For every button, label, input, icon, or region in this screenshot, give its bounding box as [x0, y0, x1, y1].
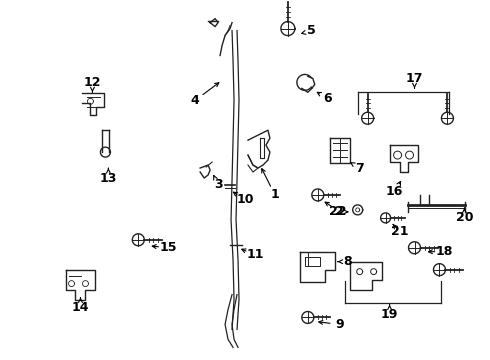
Text: 20: 20 [456, 211, 473, 224]
Text: 4: 4 [191, 94, 199, 107]
Text: 13: 13 [99, 171, 117, 185]
Text: 1: 1 [270, 188, 279, 202]
Text: 5: 5 [307, 24, 316, 37]
Text: 7: 7 [355, 162, 364, 175]
Text: 3: 3 [214, 179, 222, 192]
Text: 15: 15 [159, 241, 177, 254]
Text: 2: 2 [335, 205, 344, 219]
Text: 16: 16 [386, 185, 403, 198]
Text: 21: 21 [391, 225, 408, 238]
Text: 9: 9 [336, 318, 344, 331]
Text: 11: 11 [246, 248, 264, 261]
Text: 19: 19 [381, 308, 398, 321]
Text: 8: 8 [343, 255, 352, 268]
Text: 12: 12 [84, 76, 101, 89]
Text: 22: 22 [329, 205, 346, 219]
Text: 14: 14 [72, 301, 89, 314]
Text: 17: 17 [406, 72, 423, 85]
Text: 6: 6 [323, 92, 332, 105]
Text: 10: 10 [236, 193, 254, 206]
Text: 18: 18 [436, 245, 453, 258]
